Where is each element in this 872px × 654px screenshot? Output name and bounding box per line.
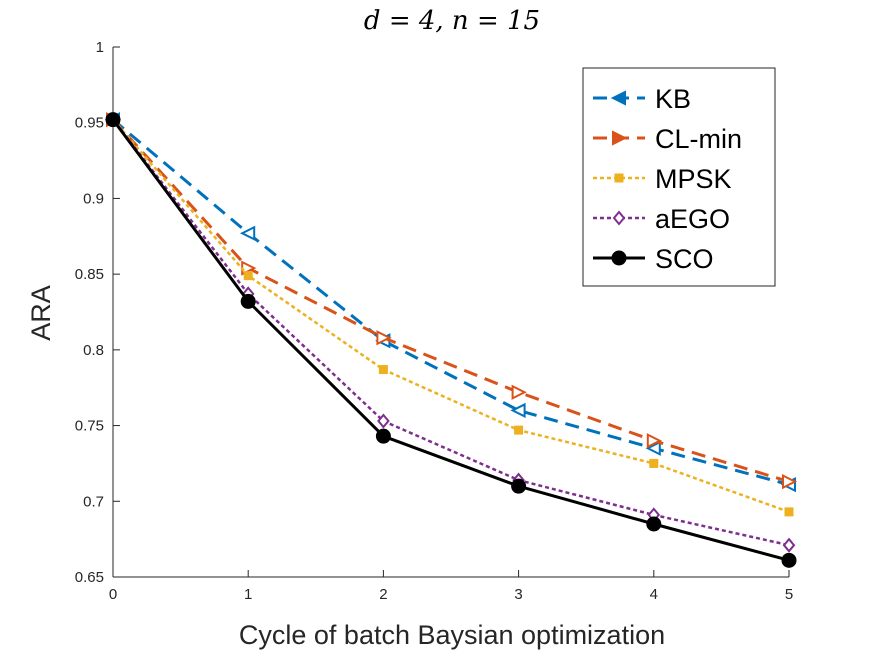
data-point <box>105 112 121 128</box>
legend-marker <box>611 250 627 266</box>
series-line <box>112 118 790 547</box>
data-point <box>511 478 527 494</box>
x-tick-label: 5 <box>785 586 793 603</box>
legend: KB CL-min MPSK aEGO SCO <box>582 67 776 287</box>
data-point <box>377 413 390 429</box>
y-tick-label: 0.7 <box>83 493 104 510</box>
data-point <box>646 433 663 449</box>
legend-entry: aEGO <box>593 204 730 234</box>
legend-label: aEGO <box>655 204 730 234</box>
legend-marker <box>612 210 626 226</box>
data-point <box>511 384 527 400</box>
legend-marker <box>610 90 626 106</box>
y-tick-label: 0.65 <box>75 569 104 586</box>
y-tick-label: 0.75 <box>75 418 104 435</box>
data-point <box>510 402 526 419</box>
y-tick-label: 1 <box>96 39 104 56</box>
data-point <box>376 330 392 346</box>
legend-label: KB <box>655 84 691 114</box>
data-point <box>784 507 794 517</box>
x-axis-label: Cycle of batch Baysian optimization <box>239 620 665 650</box>
data-point <box>782 473 798 490</box>
legend-entry: SCO <box>593 244 714 274</box>
data-point <box>378 365 388 375</box>
data-point <box>243 271 253 281</box>
x-tick-label: 0 <box>109 586 117 603</box>
legend-entry: CL-min <box>593 124 742 154</box>
chart-title: d = 4, n = 15 <box>364 6 540 36</box>
data-point <box>782 537 796 553</box>
data-point <box>514 425 524 435</box>
data-point <box>645 440 661 456</box>
legend-entry: KB <box>593 84 691 114</box>
data-point <box>646 516 662 532</box>
series-line <box>112 118 790 514</box>
y-tick-label: 0.8 <box>83 342 104 359</box>
series-line <box>111 118 790 562</box>
y-tick-label: 0.9 <box>83 190 104 207</box>
series-layer <box>104 112 798 568</box>
legend-entry: MPSK <box>593 164 732 194</box>
data-point <box>240 293 256 309</box>
y-axis-label: ARA <box>26 285 56 341</box>
data-point <box>239 225 256 241</box>
legend-marker <box>614 173 624 183</box>
y-tick-label: 0.95 <box>75 115 104 132</box>
data-point <box>649 458 659 468</box>
legend-marker <box>612 130 628 146</box>
series-line <box>111 118 790 484</box>
legend-label: CL-min <box>655 124 742 154</box>
series-line <box>112 118 790 487</box>
y-tick-label: 0.85 <box>75 266 104 283</box>
x-tick-label: 1 <box>244 586 252 603</box>
data-point <box>781 552 797 568</box>
data-point <box>375 428 391 444</box>
x-tick-label: 4 <box>650 586 658 603</box>
x-tick-label: 2 <box>379 586 387 603</box>
x-tick-label: 3 <box>514 586 522 603</box>
legend-label: SCO <box>655 244 714 274</box>
axes: 0 1 2 3 4 5 0.65 0.7 0.75 0.8 0.85 0.9 0.95 1 <box>75 39 793 603</box>
series-sco <box>105 112 797 568</box>
legend-label: MPSK <box>655 164 732 194</box>
